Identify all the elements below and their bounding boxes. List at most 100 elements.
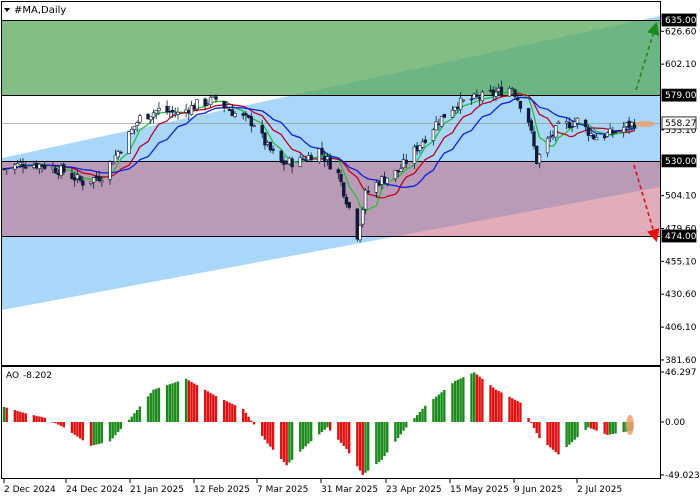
ao-bar xyxy=(35,415,38,422)
candle xyxy=(328,153,332,170)
candle xyxy=(21,157,25,174)
ao-bar xyxy=(269,422,272,447)
time-tick-label: 15 May 2025 xyxy=(450,485,509,495)
candle xyxy=(113,149,118,163)
ao-bar xyxy=(497,391,500,422)
candle xyxy=(594,133,599,141)
candle xyxy=(157,102,161,116)
candle xyxy=(339,169,343,187)
candle xyxy=(317,148,321,164)
candle xyxy=(170,105,175,118)
candle xyxy=(203,97,207,111)
ao-bar xyxy=(418,412,422,422)
candle xyxy=(165,100,169,115)
red-risk-zone xyxy=(2,161,660,236)
candle xyxy=(309,152,313,161)
ao-bar xyxy=(138,406,142,422)
ao-bar xyxy=(282,422,286,463)
price-level-badge xyxy=(661,88,697,102)
candle xyxy=(575,117,580,129)
candle xyxy=(320,141,324,161)
candle xyxy=(537,153,542,169)
candle xyxy=(298,153,302,167)
time-tick-label: 9 Jun 2025 xyxy=(514,485,562,495)
candle xyxy=(111,162,115,165)
ao-bar xyxy=(62,422,65,428)
candle xyxy=(135,120,139,132)
time-tick-label: 23 Apr 2025 xyxy=(386,485,442,495)
price-level-label: 579.00 xyxy=(665,91,697,101)
candle xyxy=(423,135,427,145)
ao-bar xyxy=(100,422,104,444)
ao-bar xyxy=(165,385,169,422)
candle xyxy=(442,113,447,118)
price-tick-label: 626.60 xyxy=(665,27,697,37)
ao-bar xyxy=(519,402,522,422)
ao-bar xyxy=(361,422,364,475)
ao-bar xyxy=(92,422,95,446)
ao-bar xyxy=(516,401,519,422)
ao-bar xyxy=(394,422,397,442)
candle xyxy=(70,168,74,180)
candle xyxy=(282,155,286,171)
candle xyxy=(385,177,389,187)
ao-bar xyxy=(557,422,560,455)
ao-bar xyxy=(614,422,617,434)
ao-bar xyxy=(301,422,305,449)
candle xyxy=(214,93,218,103)
price-tick-label: 430.60 xyxy=(665,290,697,300)
candle xyxy=(573,117,577,128)
triangle-down-icon[interactable] xyxy=(4,8,10,12)
time-tick-label: 2 Dec 2024 xyxy=(4,485,56,495)
ao-bar xyxy=(212,394,215,422)
ao-bar xyxy=(187,380,191,422)
candle xyxy=(510,86,514,91)
candle xyxy=(418,145,422,154)
candle xyxy=(91,176,96,189)
candle xyxy=(290,156,294,174)
ao-bar xyxy=(285,422,288,466)
ao-bar xyxy=(415,415,419,422)
ao-bar xyxy=(43,417,46,422)
ao-bar xyxy=(5,407,8,422)
candle xyxy=(548,130,553,143)
ao-bar xyxy=(73,422,76,435)
ao-bar xyxy=(146,396,150,422)
candle xyxy=(127,130,131,154)
candle xyxy=(518,100,523,113)
price-tick-label: 602.10 xyxy=(665,60,697,70)
candle xyxy=(149,116,153,124)
ao-bar xyxy=(380,422,383,460)
candle xyxy=(621,121,626,138)
ao-bar xyxy=(549,422,552,448)
ao-bar xyxy=(451,383,454,422)
ao-bar xyxy=(222,399,226,422)
ao-bar xyxy=(247,416,250,422)
ao-bar xyxy=(241,409,245,422)
candle xyxy=(53,165,58,174)
ao-bar xyxy=(190,381,193,422)
ao-bar xyxy=(206,391,210,422)
ao-bar xyxy=(307,422,310,444)
ao-bar xyxy=(231,403,234,422)
price-level-badge xyxy=(661,13,697,27)
ao-bar xyxy=(135,409,139,422)
ao-bar xyxy=(70,422,74,433)
candle xyxy=(564,116,569,130)
ao-bar xyxy=(114,422,117,436)
candle xyxy=(556,120,561,124)
ao-bar xyxy=(492,387,495,422)
ao-bar xyxy=(489,385,492,422)
ao-bar xyxy=(453,380,457,422)
current-marker xyxy=(635,121,655,127)
ao-bar xyxy=(440,392,443,422)
candle xyxy=(132,126,137,135)
ao-bar xyxy=(81,422,85,441)
candle xyxy=(151,109,156,124)
ao-bar xyxy=(367,422,370,471)
candle xyxy=(342,181,346,199)
ao-bar xyxy=(16,410,19,422)
ao-bar xyxy=(462,377,465,422)
candle xyxy=(89,181,93,186)
ao-bar xyxy=(89,422,93,446)
